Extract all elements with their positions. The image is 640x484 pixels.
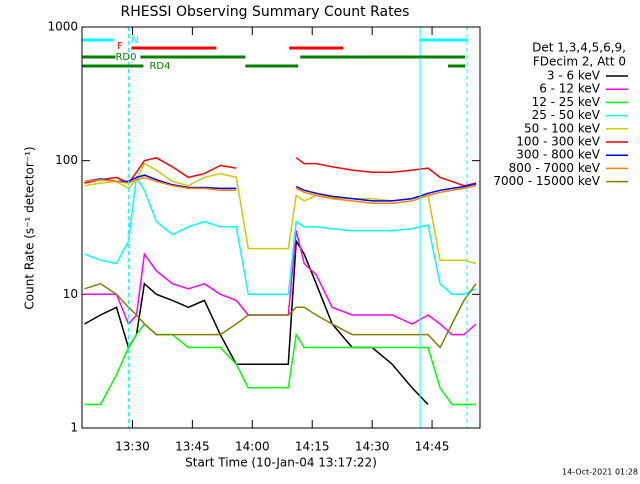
plot-frame <box>81 26 481 429</box>
y-tick-label: 100 <box>55 153 78 167</box>
series-line <box>84 238 429 406</box>
x-tick-label: 14:15 <box>295 440 330 454</box>
x-tick-label: 14:00 <box>235 440 270 454</box>
series-line <box>84 322 476 406</box>
series-line <box>84 282 477 349</box>
legend-label: 50 - 100 keV <box>524 121 601 135</box>
chart-title: RHESSI Observing Summary Count Rates <box>121 4 410 20</box>
flag-label: RD0 <box>115 52 136 63</box>
flag-label: RD4 <box>149 61 170 72</box>
y-axis-label: Count Rate (s⁻¹ detector⁻¹) <box>23 146 37 309</box>
x-axis-label: Start Time (10-Jan-04 13:17:22) <box>185 456 377 470</box>
y-tick-label: 1 <box>70 421 78 435</box>
series-line <box>84 176 477 205</box>
series-line <box>84 157 477 187</box>
flag-label: N <box>131 35 138 46</box>
legend-label: 3 - 6 keV <box>547 69 601 83</box>
series-line <box>84 162 477 265</box>
legend-label: 800 - 7000 keV <box>509 161 601 175</box>
legend-label: 100 - 300 keV <box>516 135 600 149</box>
legend-label: 7000 - 15000 keV <box>493 174 600 188</box>
x-tick-label: 13:30 <box>115 440 150 454</box>
x-tick-label: 14:30 <box>355 440 390 454</box>
legend-title: Det 1,3,4,5,6,9, <box>532 41 626 55</box>
legend-label: 6 - 12 keV <box>539 82 601 96</box>
series-line <box>84 175 477 296</box>
footer: 14-Oct-2021 01:28 <box>562 468 638 477</box>
x-tick-label: 13:45 <box>175 440 210 454</box>
series-line <box>84 230 477 336</box>
y-tick-label: 1000 <box>47 20 78 34</box>
legend-label: 25 - 50 keV <box>532 108 601 122</box>
flag-label: F <box>117 41 123 52</box>
x-tick-label: 14:45 <box>415 440 450 454</box>
legend-label: 300 - 800 keV <box>516 148 600 162</box>
legend-title: FDecim 2, Att 0 <box>533 55 626 69</box>
legend-label: 12 - 25 keV <box>532 95 601 109</box>
y-tick-label: 10 <box>63 287 78 301</box>
